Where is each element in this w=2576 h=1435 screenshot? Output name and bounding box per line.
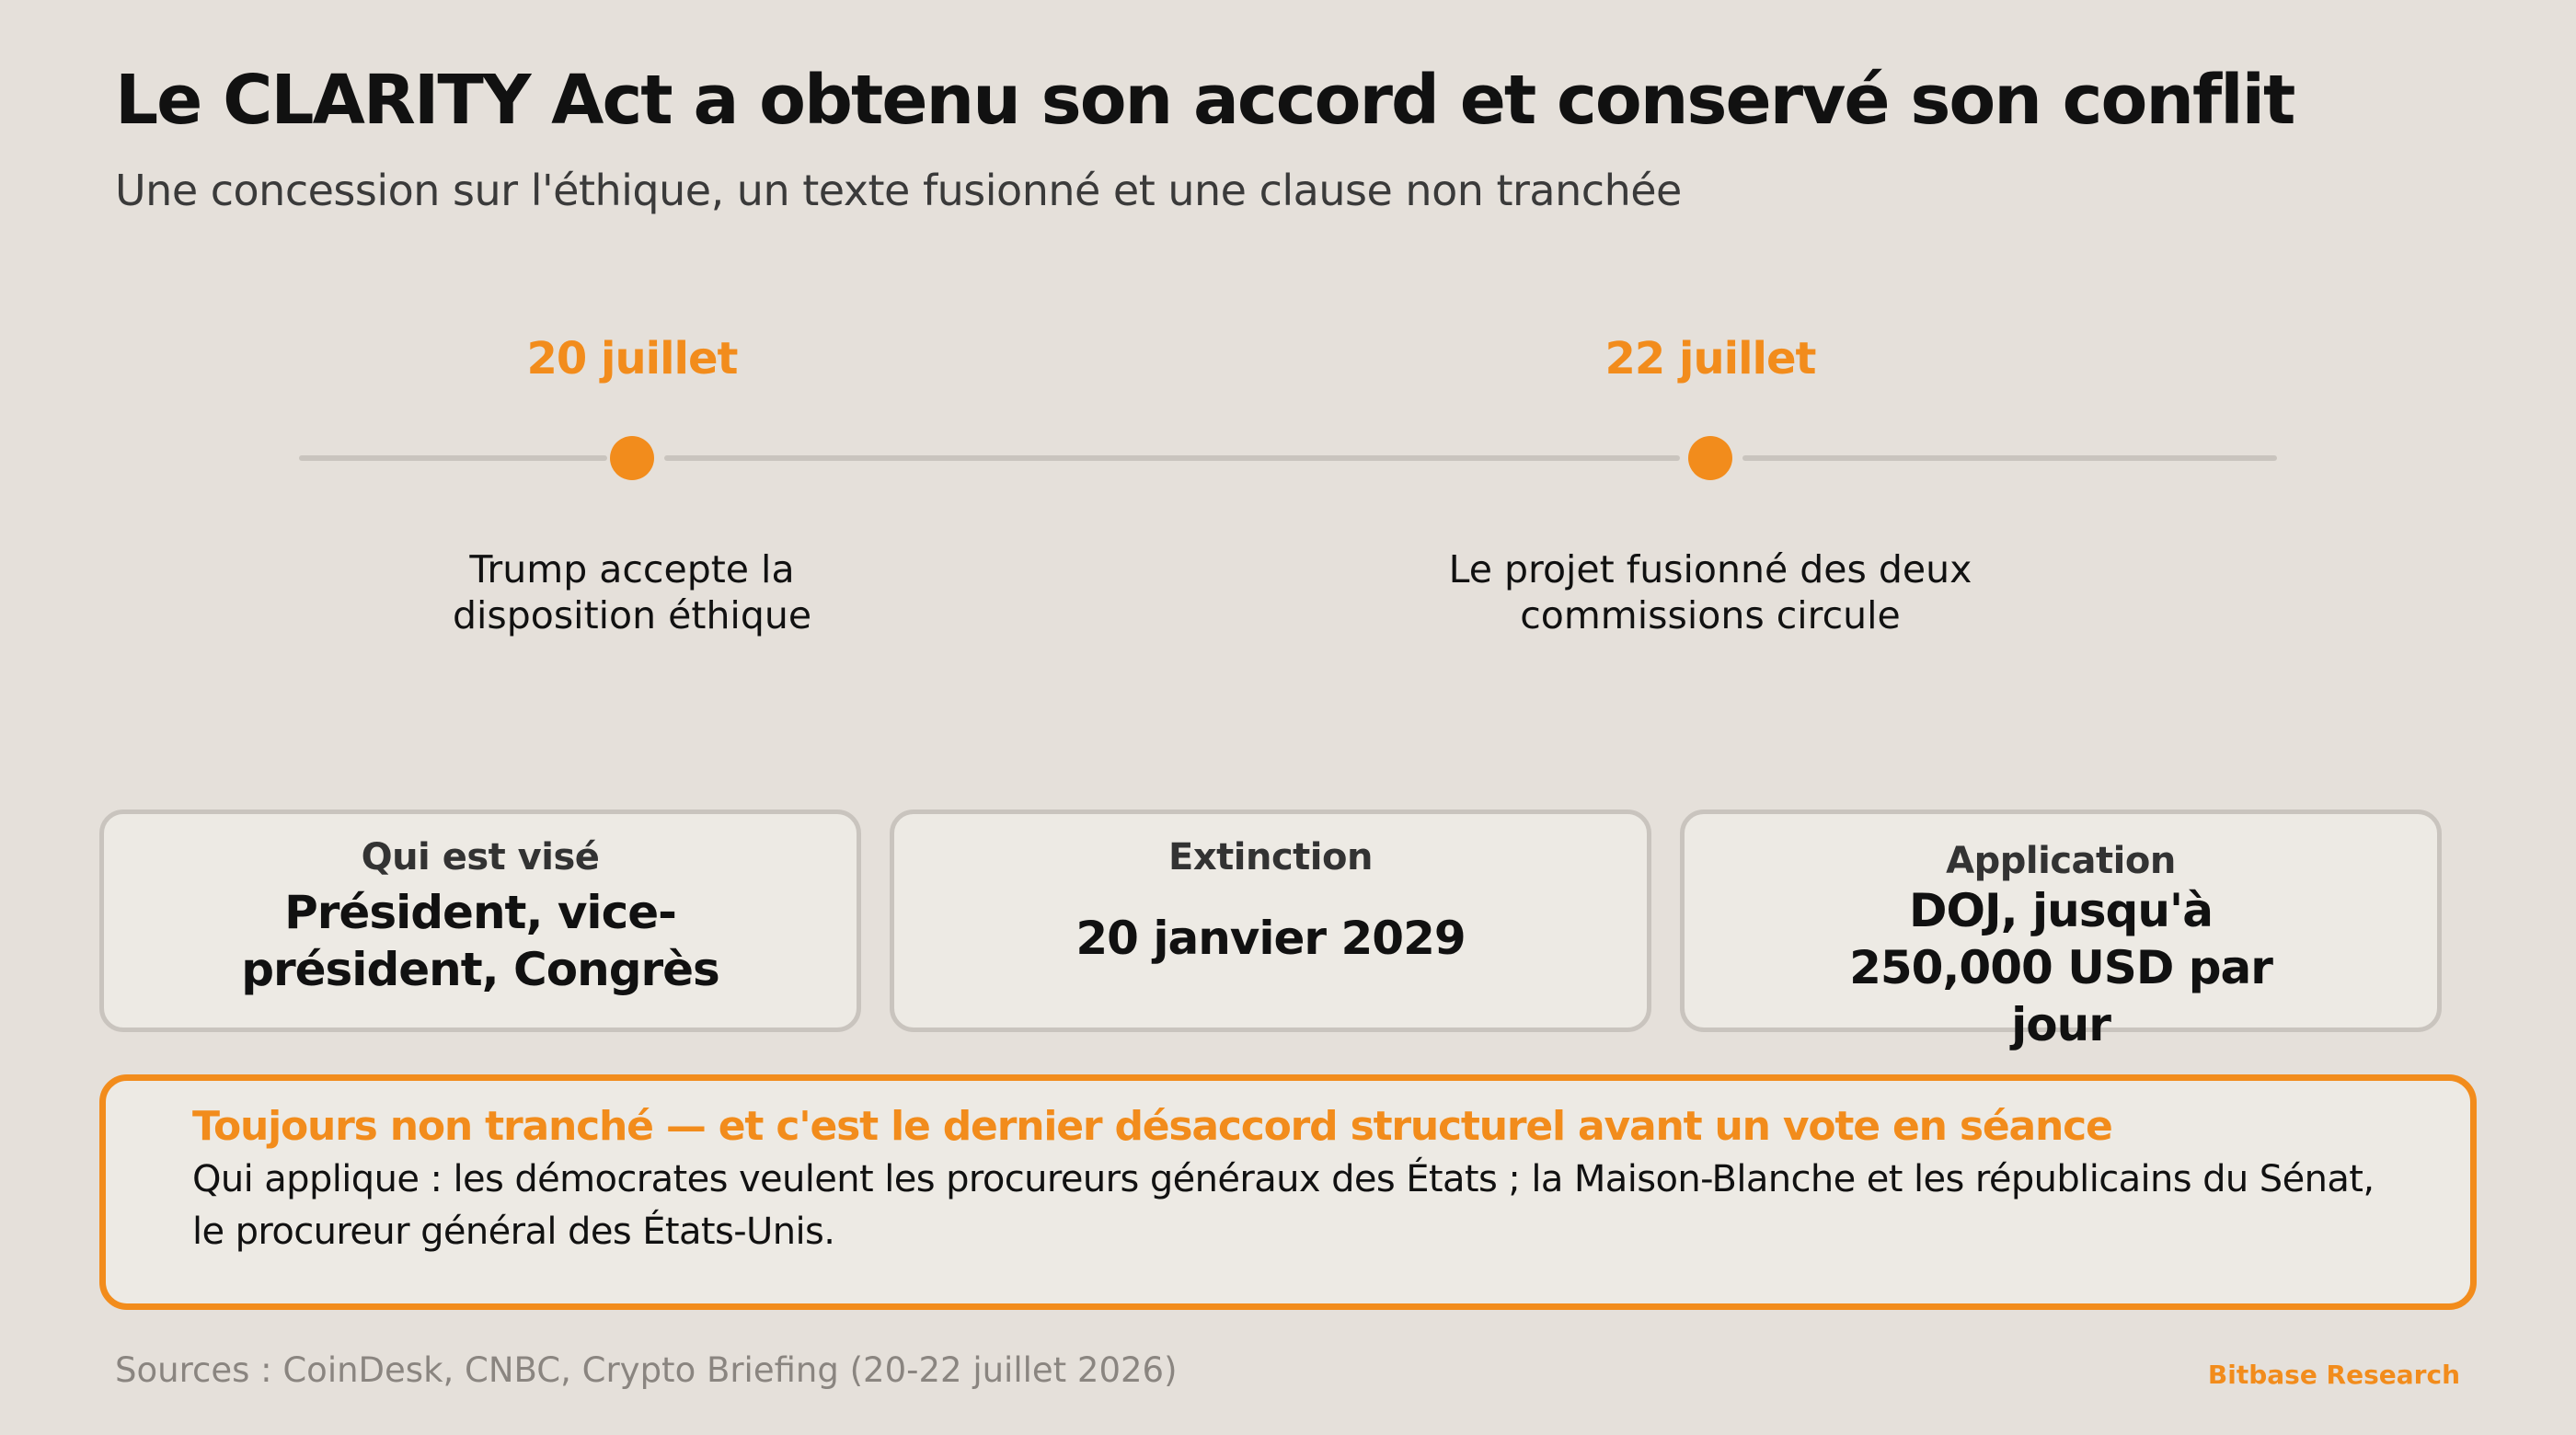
info-card-expiration: Extinction 20 janvier 2029 (890, 809, 1651, 1032)
card-value: 20 janvier 2029 (1075, 912, 1466, 965)
brand-label: Bitbase Research (2207, 1360, 2460, 1390)
timeline: 20 juillet 22 juillet Trump accepte la d… (0, 0, 2576, 699)
unresolved-callout: Toujours non tranché — et c'est le derni… (99, 1074, 2477, 1310)
card-value: DOJ, jusqu'à 250,000 USD par jour (1849, 884, 2273, 1051)
callout-body: Qui applique : les démocrates veulent le… (192, 1158, 2375, 1253)
card-label: Application (1946, 840, 2176, 882)
timeline-dot-1 (610, 436, 654, 480)
timeline-line-segment (664, 455, 1680, 461)
info-card-enforcement: Application DOJ, jusqu'à 250,000 USD par… (1680, 809, 2442, 1051)
timeline-dot-2 (1688, 436, 1732, 480)
info-card-target: Qui est visé Président, vice-président, … (99, 809, 861, 1032)
timeline-date-2: 22 juillet (1604, 333, 1817, 385)
page-subtitle: Une concession sur l'éthique, un texte f… (115, 166, 1682, 215)
card-value: Président, vice-président, Congrès (241, 886, 720, 996)
callout-title: Toujours non tranché — et c'est le derni… (192, 1103, 2113, 1150)
timeline-line-segment (299, 455, 607, 461)
card-label: Qui est visé (361, 836, 600, 878)
timeline-description-1: Trump accepte la disposition éthique (452, 547, 812, 637)
page-title: Le CLARITY Act a obtenu son accord et co… (115, 61, 2295, 140)
timeline-date-1: 20 juillet (526, 333, 739, 385)
card-label: Extinction (1168, 836, 1373, 878)
sources-note: Sources : CoinDesk, CNBC, Crypto Briefin… (115, 1350, 1178, 1390)
timeline-line-segment (1742, 455, 2277, 461)
timeline-description-2: Le projet fusionné des deux commissions … (1448, 547, 1972, 637)
